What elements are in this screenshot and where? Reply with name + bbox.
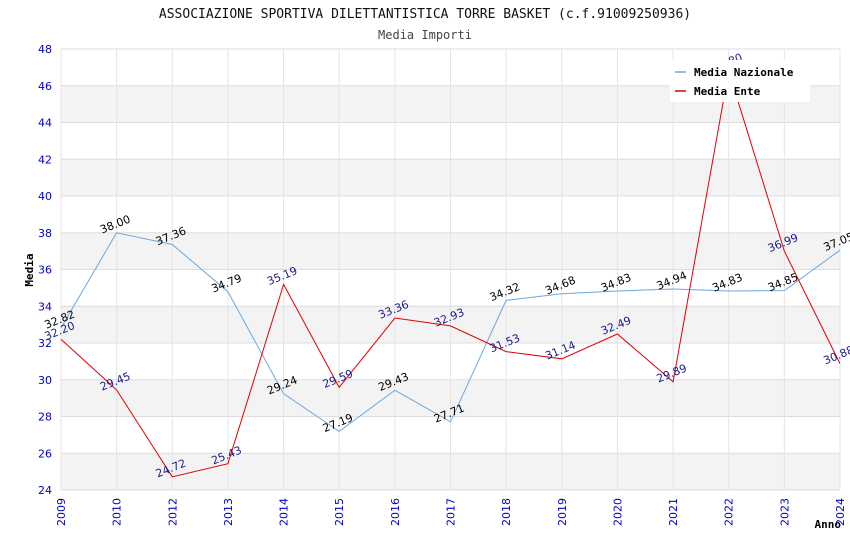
y-tick-label: 28 bbox=[38, 411, 52, 424]
y-tick-label: 38 bbox=[38, 227, 52, 240]
series-lines bbox=[60, 70, 841, 478]
x-tick-label: 2014 bbox=[278, 498, 291, 526]
y-tick-label: 46 bbox=[38, 80, 52, 93]
legend-label: Media Ente bbox=[694, 85, 761, 98]
chart-title: ASSOCIAZIONE SPORTIVA DILETTANTISTICA TO… bbox=[159, 7, 691, 22]
x-tick-label: 2022 bbox=[723, 498, 736, 526]
legend-label: Media Nazionale bbox=[694, 66, 794, 79]
x-tick-label: 2024 bbox=[834, 498, 847, 526]
x-tick-label: 2015 bbox=[333, 498, 346, 526]
x-axis-ticks: 2009 2010 2012 2013 2014 2015 2016 2017 2018 2019… bbox=[55, 498, 847, 526]
y-axis-label: Media bbox=[23, 253, 36, 286]
x-tick-label: 2017 bbox=[445, 498, 458, 526]
y-tick-label: 32 bbox=[38, 337, 52, 350]
y-tick-label: 42 bbox=[38, 153, 52, 166]
x-tick-label: 2013 bbox=[222, 498, 235, 526]
series-line bbox=[60, 232, 841, 433]
y-tick-label: 48 bbox=[38, 43, 52, 56]
x-axis-label: Anno bbox=[815, 518, 842, 531]
grid-lines bbox=[60, 48, 841, 491]
x-tick-label: 2010 bbox=[111, 498, 124, 526]
x-tick-label: 2021 bbox=[667, 498, 680, 526]
y-tick-label: 30 bbox=[38, 374, 52, 387]
x-tick-label: 2009 bbox=[55, 498, 68, 526]
legend: Media Nazionale Media Ente bbox=[670, 60, 810, 102]
y-tick-label: 26 bbox=[38, 447, 52, 460]
x-tick-label: 2019 bbox=[556, 498, 569, 526]
x-tick-label: 2016 bbox=[389, 498, 402, 526]
y-tick-label: 40 bbox=[38, 190, 52, 203]
x-tick-label: 2018 bbox=[500, 498, 513, 526]
y-tick-label: 36 bbox=[38, 264, 52, 277]
y-tick-label: 44 bbox=[38, 117, 52, 130]
chart-subtitle: Media Importi bbox=[378, 28, 472, 42]
x-tick-label: 2020 bbox=[611, 498, 624, 526]
y-tick-label: 24 bbox=[38, 484, 52, 497]
x-tick-label: 2023 bbox=[778, 498, 791, 526]
legend-box bbox=[670, 60, 810, 102]
y-axis-ticks: 24 26 28 30 32 34 36 38 40 42 44 46 48 bbox=[38, 43, 52, 497]
y-tick-label: 34 bbox=[38, 300, 52, 313]
x-tick-label: 2012 bbox=[166, 498, 179, 526]
series-line bbox=[60, 70, 841, 478]
